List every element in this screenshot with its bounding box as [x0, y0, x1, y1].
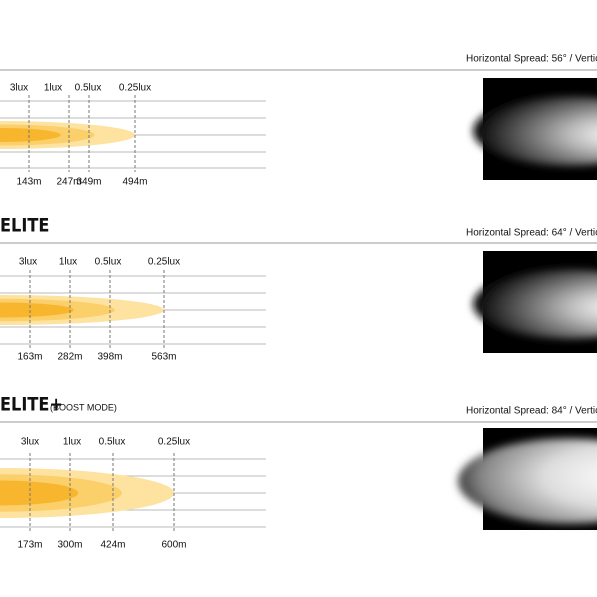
distance-label: 600m	[161, 540, 186, 551]
lux-label: 3lux	[19, 257, 37, 268]
distance-label: 424m	[100, 540, 125, 551]
distance-label: 173m	[17, 540, 42, 551]
lux-label: 0.5lux	[99, 437, 126, 448]
section-title: ELITE+	[0, 394, 63, 416]
distance-label: 163m	[17, 352, 42, 363]
distance-label: 247m	[56, 177, 81, 188]
beam-inner	[0, 480, 79, 506]
distance-label: 300m	[57, 540, 82, 551]
lux-label: 0.25lux	[158, 437, 190, 448]
lux-label: 0.25lux	[119, 83, 151, 94]
distance-label: 349m	[76, 177, 101, 188]
lux-label: 1lux	[59, 257, 77, 268]
lux-label: 0.25lux	[148, 257, 180, 268]
lux-label: 3lux	[21, 437, 39, 448]
distance-label: 143m	[16, 177, 41, 188]
lux-label: 1lux	[44, 83, 62, 94]
beam-photo	[473, 269, 597, 339]
spread-spec: Horizontal Spread: 56° / Vertic	[466, 54, 597, 65]
section-title: ELITE	[0, 215, 49, 237]
beam-inner	[0, 128, 61, 142]
distance-label: 398m	[97, 352, 122, 363]
distance-label: 494m	[122, 177, 147, 188]
distance-label: 563m	[151, 352, 176, 363]
section-subtitle: (BOOST MODE)	[50, 402, 117, 412]
lux-label: 0.5lux	[75, 83, 102, 94]
beam-inner	[0, 302, 74, 318]
lux-label: 3lux	[10, 83, 28, 94]
beam-photo	[458, 438, 597, 524]
beam-photo	[473, 96, 597, 166]
lux-label: 1lux	[63, 437, 81, 448]
spread-spec: Horizontal Spread: 84° / Vertic	[466, 406, 597, 417]
distance-label: 282m	[57, 352, 82, 363]
spread-spec: Horizontal Spread: 64° / Vertic	[466, 228, 597, 239]
lux-label: 0.5lux	[95, 257, 122, 268]
